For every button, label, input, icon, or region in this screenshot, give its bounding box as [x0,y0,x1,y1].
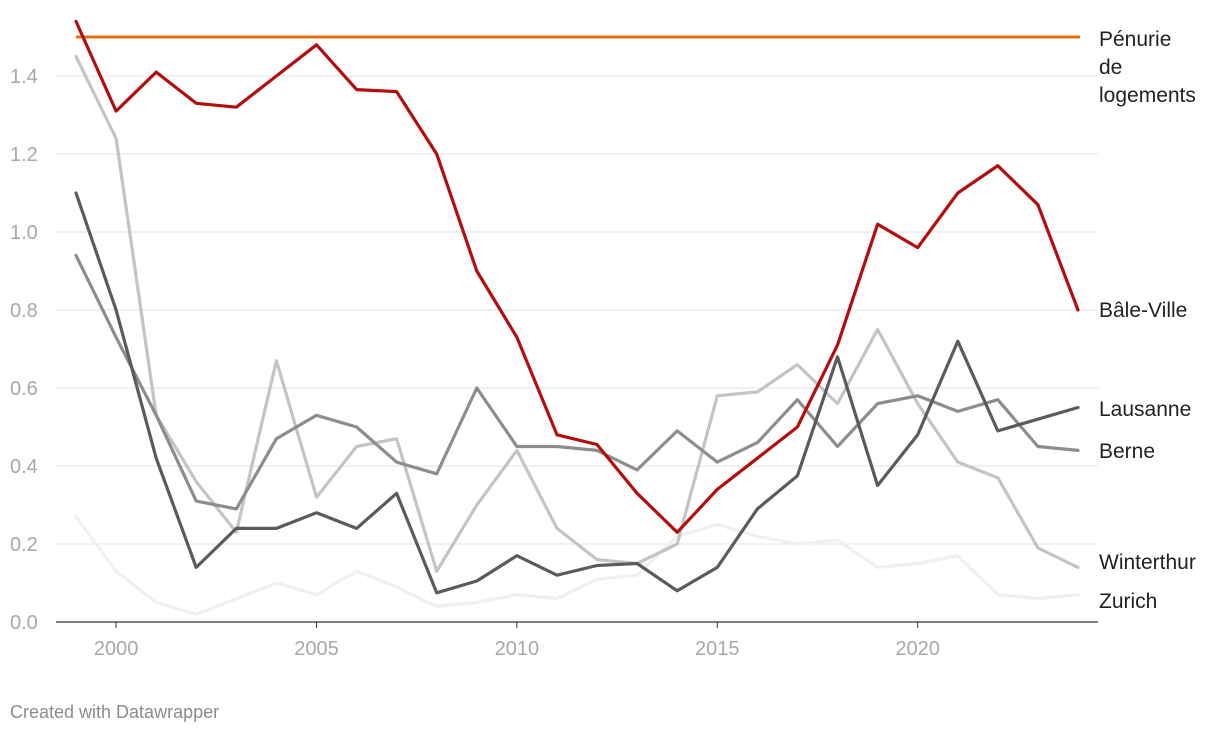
grid-lines [56,75,1098,545]
y-tick-label: 1.4 [10,66,38,88]
y-tick-label: 0.8 [10,300,38,322]
x-tick-label: 2005 [294,638,339,660]
threshold-group: Pénurie de logements [76,28,1196,107]
y-tick-label: 0.0 [10,612,38,634]
y-tick-label: 1.2 [10,144,38,166]
y-tick-label: 0.6 [10,378,38,400]
x-tick-label: 2000 [94,638,139,660]
y-axis: 0.0 0.2 0.4 0.6 0.8 1.0 1.2 1.4 [10,66,38,634]
threshold-label: Pénurie de logements [1099,28,1196,107]
series-line-berne [74,253,1080,511]
series-line-zurich [74,515,1080,616]
series-line-b-le-ville [74,19,1080,534]
x-tick-label: 2020 [895,638,940,660]
x-axis: 2000 2005 2010 2015 2020 [94,622,940,660]
series-line-winterthur [74,54,1080,573]
series-label-zurich: Zurich [1099,590,1157,613]
series-label-winterthur: Winterthur [1099,551,1196,574]
y-tick-label: 1.0 [10,222,38,244]
y-tick-label: 0.4 [10,456,38,478]
x-tick-label: 2015 [695,638,740,660]
series-labels: Zurich Winterthur Berne Lausanne Bâle-Ville [1099,299,1196,613]
series-label-b-le-ville: Bâle-Ville [1099,299,1187,322]
y-tick-label: 0.2 [10,534,38,556]
series-label-lausanne: Lausanne [1099,398,1191,421]
credit-text: Created with Datawrapper [10,702,220,722]
series-label-berne: Berne [1099,440,1155,463]
series-lines [74,19,1080,616]
series-line-lausanne [74,191,1080,595]
x-tick-label: 2010 [495,638,540,660]
